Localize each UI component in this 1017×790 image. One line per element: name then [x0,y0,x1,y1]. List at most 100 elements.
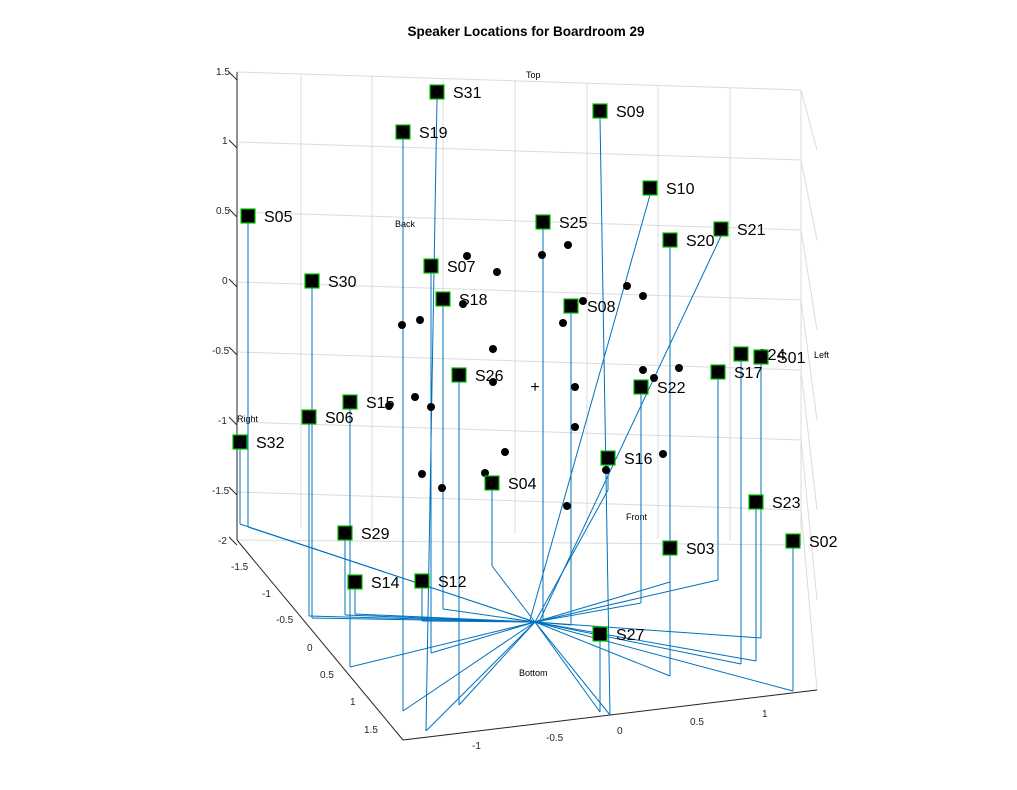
speaker-label: S15 [366,395,395,412]
z-tick-label: 1 [222,136,228,147]
speaker-marker [435,291,451,307]
center-marker: + [530,379,539,396]
speaker-ray [425,621,536,732]
speaker-ray [534,621,601,713]
listener-point [564,241,572,249]
speaker-marker [563,298,579,314]
y-tick-label: 1.5 [364,725,378,736]
listener-point [571,383,579,391]
listener-point [639,292,647,300]
listener-point [481,469,489,477]
speaker-label: S23 [772,495,801,512]
listener-point [418,470,426,478]
speaker-label: S17 [734,365,763,382]
speaker-marker [785,533,801,549]
speaker-marker [600,450,616,466]
speaker-marker [451,367,467,383]
listener-point [411,393,419,401]
speaker-label: S02 [809,534,838,551]
speaker-label: S06 [325,410,354,427]
speaker-label: S10 [666,181,695,198]
speaker-marker [713,221,729,237]
speaker-ray [421,620,536,623]
speaker-marker [347,574,363,590]
speaker-stem [539,235,722,621]
speaker-label: S09 [616,104,645,121]
speaker-marker [710,364,726,380]
speaker-ray [430,621,536,654]
z-tick-label: -0.5 [212,346,230,357]
speaker-label: S18 [459,292,488,309]
speaker-label: S07 [447,259,476,276]
listener-point [427,403,435,411]
listener-point [623,282,631,290]
speaker-ray [491,565,536,623]
speaker-marker [484,475,500,491]
speaker-stems [239,98,794,732]
speaker-label: S31 [453,85,482,102]
listener-point [602,466,610,474]
listener-point [493,268,501,276]
y-tick-label: 1 [350,697,356,708]
chart-title: Speaker Locations for Boardroom 29 [407,24,644,39]
listener-point [659,450,667,458]
speaker-marker [304,273,320,289]
listener-point [538,251,546,259]
listener-point [489,378,497,386]
speaker-ray [534,621,757,662]
speaker-marker [423,258,439,274]
speaker-label: S22 [657,380,686,397]
listener-point [416,316,424,324]
speaker-label: S05 [264,209,293,226]
speaker-marker [342,394,358,410]
listener-point [559,319,567,327]
annotation-left: Left [814,350,830,360]
y-tick-label: 0 [307,643,313,654]
listener-point [675,364,683,372]
annotation-bottom: Bottom [519,668,548,678]
speaker-ray [534,621,794,692]
speaker-ray [534,621,762,639]
speaker-ray [442,608,536,623]
speaker-ray [239,523,536,623]
listener-point [579,297,587,305]
x-tick-label: 1 [762,709,768,720]
speaker-label: S01 [777,350,806,367]
listener-point [438,484,446,492]
listener-points [385,241,683,510]
listener-point [463,252,471,260]
speaker-marker [429,84,445,100]
speaker-marker [662,232,678,248]
speaker-stem [529,194,651,621]
speaker-label: S26 [475,368,504,385]
annotation-front: Front [626,512,648,522]
speaker-marker [662,540,678,556]
listener-point [650,374,658,382]
z-tick-label: 0.5 [216,206,230,217]
listener-point [489,345,497,353]
speaker-label: S29 [361,526,390,543]
speaker-label: S30 [328,274,357,291]
listener-point [563,502,571,510]
speaker-label: S32 [256,435,285,452]
y-tick-label: -1.5 [231,562,249,573]
speaker-ray [402,621,536,712]
speaker-marker [642,180,658,196]
speaker-marker [592,103,608,119]
x-tick-label: 0 [617,726,623,737]
speaker-label: S14 [371,575,400,592]
speaker-label: S19 [419,125,448,142]
speaker-marker [414,573,430,589]
z-tick-label: -1.5 [212,486,230,497]
speaker-ray [458,621,536,706]
speaker-label: S27 [616,627,645,644]
listener-point [639,366,647,374]
listener-point [501,448,509,456]
speaker-marker [633,379,649,395]
speaker-marker [535,214,551,230]
z-tick-label: 1.5 [216,67,230,78]
speaker-stem [599,117,611,716]
speaker-marker [733,346,749,362]
z-tick-label: 0 [222,276,228,287]
